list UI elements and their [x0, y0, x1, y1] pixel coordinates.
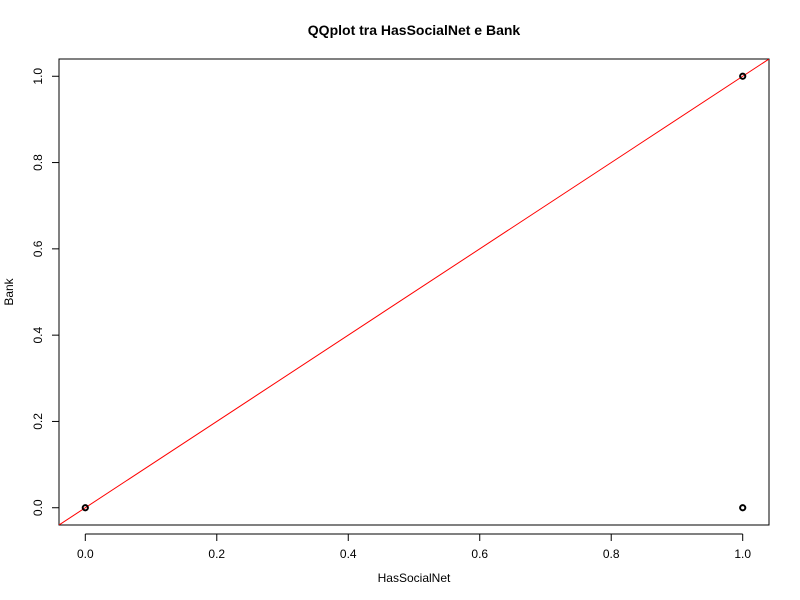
x-tick-label: 0.6	[471, 547, 488, 561]
reference-line	[59, 59, 769, 525]
x-tick-label: 0.2	[208, 547, 225, 561]
data-point	[81, 504, 89, 512]
y-tick-label: 0.4	[31, 326, 45, 343]
data-point	[739, 72, 747, 80]
y-axis: 0.0 0.2 0.4 0.6 0.8 1.0	[31, 68, 60, 516]
y-tick-label: 0.0	[31, 499, 45, 516]
y-tick-label: 0.6	[31, 240, 45, 257]
y-axis-label: Bank	[2, 277, 16, 305]
x-tick-label: 0.4	[340, 547, 357, 561]
x-axis-label: HasSocialNet	[378, 571, 451, 585]
y-tick-label: 0.8	[31, 154, 45, 171]
y-tick-label: 0.2	[31, 413, 45, 430]
x-tick-label: 1.0	[734, 547, 751, 561]
x-axis: 0.0 0.2 0.4 0.6 0.8 1.0	[77, 533, 751, 561]
data-points	[81, 72, 747, 512]
data-point	[739, 504, 747, 512]
y-tick-label: 1.0	[31, 68, 45, 85]
x-tick-label: 0.0	[77, 547, 94, 561]
x-tick-label: 0.8	[603, 547, 620, 561]
chart-title: QQplot tra HasSocialNet e Bank	[308, 22, 521, 38]
